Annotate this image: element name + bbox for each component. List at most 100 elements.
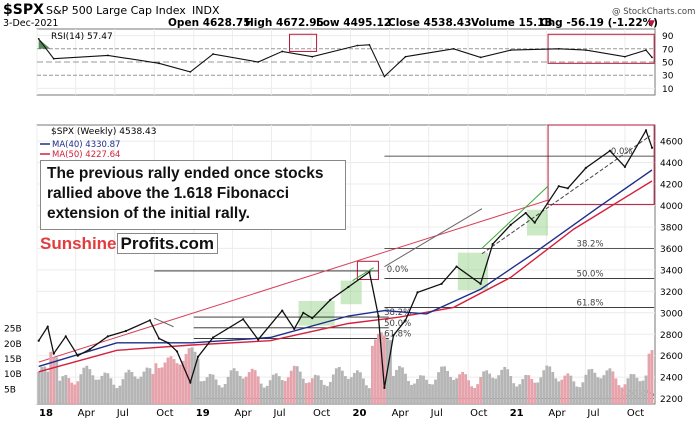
- fib-level-label: 0.0%: [611, 147, 633, 157]
- logo-part-1: Sunshine: [40, 234, 117, 253]
- volume-bar: [494, 378, 498, 404]
- volume-bar: [70, 382, 74, 404]
- volume-bar: [467, 380, 471, 404]
- volume-bar: [632, 374, 636, 404]
- volume-bar: [199, 381, 203, 404]
- volume-bar: [584, 374, 588, 404]
- date-label: 3-Dec-2021: [3, 18, 58, 29]
- price-tick-label: 4000: [660, 202, 683, 212]
- highlight-zones: [289, 33, 655, 326]
- volume-bar: [455, 378, 458, 404]
- price-point: [392, 334, 395, 337]
- rsi-point: [479, 56, 482, 59]
- rsi-tick-label: 70: [662, 45, 674, 55]
- volume-bar: [611, 371, 615, 404]
- volume-bar: [407, 380, 410, 404]
- volume-bar: [355, 370, 359, 404]
- volume-bar: [560, 379, 564, 404]
- volume-bar: [256, 376, 260, 404]
- price-point: [623, 165, 627, 168]
- volume-bar: [626, 378, 630, 404]
- volume-bar: [259, 383, 263, 404]
- volume-bar: [175, 363, 179, 404]
- volume-bar: [82, 367, 86, 404]
- volume-bar: [620, 387, 624, 404]
- rsi-point: [212, 53, 214, 55]
- volume-bar: [596, 377, 600, 404]
- fib-level-label: 38.2%: [577, 239, 604, 249]
- volume-bar: [635, 377, 639, 404]
- axis-labels: 18 Apr Jul Oct 19 Apr Jul Oct 20 Apr Jul Oct 21 Apr Ju…: [4, 32, 683, 419]
- volume-bar: [277, 376, 281, 404]
- volume-bar: [145, 367, 149, 404]
- gray-trend-line: [154, 317, 174, 328]
- price-tick-label: 2200: [660, 395, 683, 405]
- price-tick-label: 2600: [660, 352, 683, 362]
- volume-bar: [226, 376, 230, 404]
- volume-bar: [629, 374, 633, 404]
- volume-bar: [374, 339, 377, 404]
- fib-level-label: 61.8%: [384, 330, 411, 340]
- price-point: [509, 223, 512, 226]
- rsi-tick-label: 90: [662, 32, 674, 42]
- volume-bar: [247, 372, 251, 404]
- volume-bar: [566, 373, 570, 404]
- price-point: [440, 282, 443, 285]
- price-point: [88, 348, 91, 351]
- rsi-point: [404, 55, 407, 58]
- price-point: [281, 309, 284, 312]
- volume-bar: [416, 378, 419, 404]
- volume-bar: [530, 378, 534, 404]
- volume-bar: [476, 384, 480, 404]
- price-tick-label: 3400: [660, 266, 683, 276]
- rsi-point: [645, 49, 647, 52]
- volume-bar: [319, 379, 323, 404]
- watermark: @ StockCharts.com: [612, 7, 695, 17]
- volume-bar: [587, 369, 591, 404]
- volume-tick-label: 5B: [4, 385, 16, 395]
- volume-bar: [223, 384, 227, 404]
- volume-bar: [599, 378, 603, 404]
- volume-bar: [515, 386, 519, 404]
- volume-bar: [124, 372, 128, 404]
- fib-level-label: 38.2%: [384, 308, 411, 318]
- volume-bar: [437, 372, 440, 404]
- volume-bar: [286, 377, 290, 404]
- symbol-label: $SPX: [3, 2, 44, 18]
- volume-bar: [100, 375, 104, 404]
- volume-bar: [509, 376, 513, 404]
- price-point: [533, 221, 536, 224]
- green-trend-line: [352, 267, 374, 282]
- rsi-point: [257, 61, 260, 63]
- volume-bar: [220, 387, 224, 404]
- volume-bar: [262, 387, 266, 404]
- x-tick-label: Apr: [548, 408, 566, 419]
- volume-bar: [500, 369, 504, 404]
- volume-bar: [638, 381, 642, 404]
- volume-bar: [575, 386, 579, 404]
- price-point: [37, 339, 40, 342]
- price-tick-label: 4200: [660, 181, 683, 191]
- volume-bar: [157, 368, 161, 404]
- price-point: [211, 336, 215, 339]
- volume-bar: [229, 370, 233, 404]
- price-point: [148, 319, 152, 322]
- x-tick-label: Oct: [627, 408, 644, 419]
- volume-bar: [268, 380, 272, 404]
- volume-bar: [235, 371, 239, 404]
- volume-bars: [37, 332, 654, 404]
- volume-bar: [265, 385, 269, 404]
- price-tick-label: 4600: [660, 138, 683, 148]
- volume-bar: [241, 378, 245, 404]
- volume-bar: [470, 386, 474, 404]
- volume-bar: [181, 360, 185, 404]
- volume-bar: [295, 366, 299, 404]
- volume-bar: [419, 375, 422, 404]
- grid-layer: [36, 29, 655, 404]
- volume-bar: [232, 368, 236, 404]
- price-point: [377, 314, 380, 318]
- x-tick-label: 20: [353, 408, 367, 419]
- volume-bar: [554, 378, 558, 404]
- volume-bar: [608, 368, 612, 404]
